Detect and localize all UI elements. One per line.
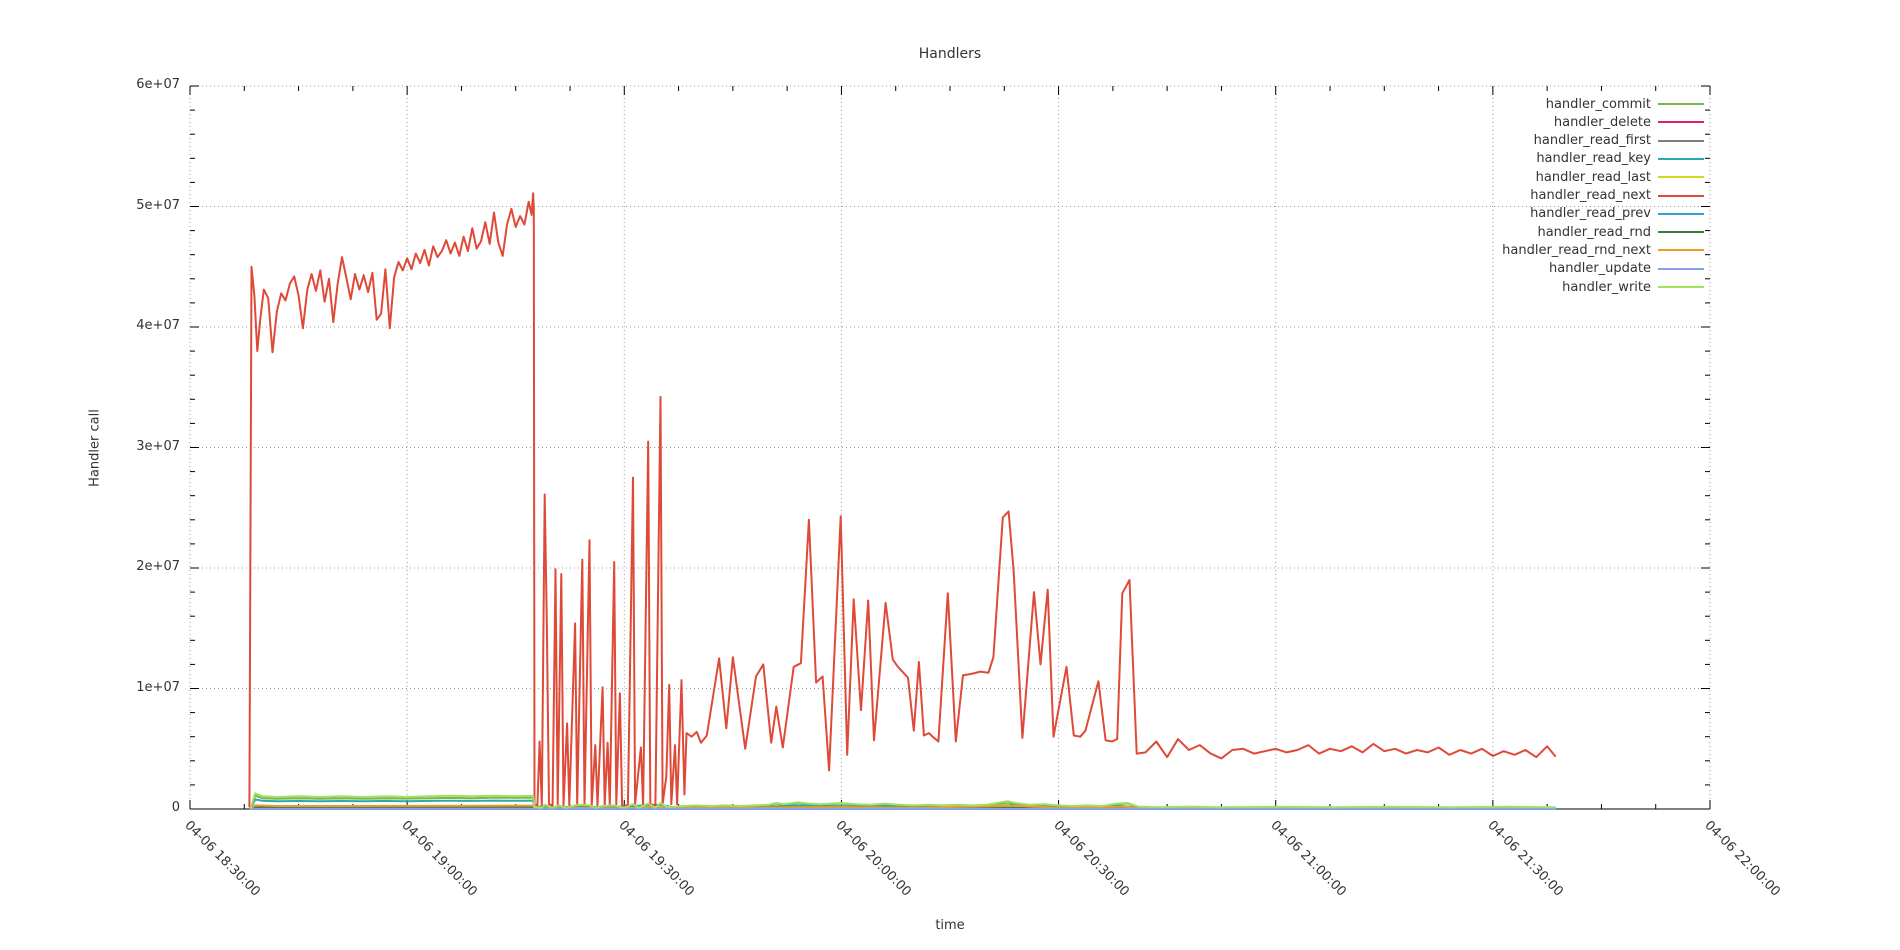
legend-swatch bbox=[1658, 286, 1704, 288]
y-tick-label: 2e+07 bbox=[136, 559, 180, 574]
y-tick-label: 6e+07 bbox=[136, 77, 180, 92]
legend-item-handler_read_first: handler_read_first bbox=[1534, 132, 1704, 150]
legend-item-handler_commit: handler_commit bbox=[1546, 95, 1704, 113]
legend-item-handler_read_rnd_next: handler_read_rnd_next bbox=[1502, 241, 1704, 259]
legend-item-handler_read_next: handler_read_next bbox=[1530, 187, 1704, 205]
legend-label: handler_read_last bbox=[1535, 169, 1651, 185]
legend-swatch bbox=[1658, 194, 1704, 197]
chart-title: Handlers bbox=[918, 46, 982, 62]
legend-item-handler_write: handler_write bbox=[1562, 278, 1704, 296]
y-tick-label: 4e+07 bbox=[136, 318, 180, 333]
legend-label: handler_read_key bbox=[1536, 151, 1651, 167]
legend-item-handler_read_prev: handler_read_prev bbox=[1530, 205, 1704, 223]
legend-item-handler_read_key: handler_read_key bbox=[1536, 150, 1704, 168]
legend-item-handler_read_last: handler_read_last bbox=[1536, 168, 1704, 186]
legend-swatch bbox=[1658, 267, 1704, 270]
legend-label: handler_read_first bbox=[1533, 133, 1651, 149]
legend-label: handler_read_rnd bbox=[1537, 224, 1651, 240]
legend-swatch bbox=[1658, 176, 1704, 179]
legend-label: handler_delete bbox=[1553, 114, 1651, 130]
y-tick-label: 0 bbox=[171, 800, 180, 815]
legend-label: handler_update bbox=[1549, 261, 1651, 277]
legend-swatch bbox=[1658, 249, 1704, 252]
legend-item-handler_read_rnd: handler_read_rnd bbox=[1537, 223, 1704, 241]
y-tick-label: 5e+07 bbox=[136, 197, 180, 213]
legend-item-handler_update: handler_update bbox=[1549, 260, 1704, 278]
y-tick-label: 3e+07 bbox=[136, 438, 180, 454]
legend-label: handler_write bbox=[1562, 279, 1651, 295]
x-axis-label: time bbox=[935, 918, 965, 933]
legend-swatch bbox=[1658, 139, 1704, 142]
legend-swatch bbox=[1658, 212, 1704, 215]
legend-item-handler_delete: handler_delete bbox=[1554, 113, 1704, 131]
legend-label: handler_read_rnd_next bbox=[1502, 242, 1651, 258]
legend-swatch bbox=[1658, 121, 1704, 124]
series-line-handler_read_rnd_next bbox=[249, 804, 1557, 810]
y-tick-label: 1e+07 bbox=[136, 679, 180, 695]
legend-label: handler_commit bbox=[1545, 96, 1651, 112]
legend-label: handler_read_prev bbox=[1530, 206, 1651, 222]
series-line-handler_read_next bbox=[248, 192, 1557, 808]
legend-label: handler_read_next bbox=[1530, 188, 1651, 203]
legend-swatch bbox=[1658, 231, 1704, 234]
legend-swatch bbox=[1658, 103, 1704, 105]
series-line-handler_write bbox=[249, 792, 1557, 809]
legend-swatch bbox=[1658, 157, 1704, 160]
